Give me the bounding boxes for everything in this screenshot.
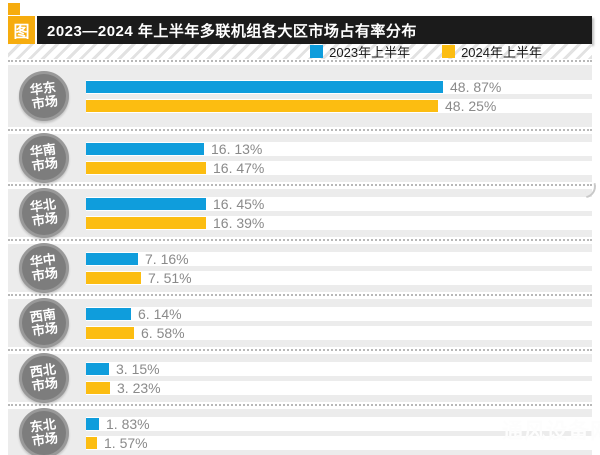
bar-2024 (86, 161, 206, 174)
bar-track: 6. 14% (86, 305, 592, 322)
region-row: 西南 市场 6. 14% 6. 58% (8, 298, 592, 348)
bar-2024 (86, 271, 141, 284)
bar-2023 (86, 142, 204, 155)
dotted-separator (8, 60, 592, 63)
bar-value-label: 16. 13% (211, 140, 263, 157)
bar-2024 (86, 436, 97, 449)
dotted-separator (8, 294, 592, 297)
legend-item-2024: 2024年上半年 (442, 42, 542, 61)
legend-item-2023: 2023年上半年 (310, 42, 410, 61)
dotted-separator (8, 404, 592, 407)
bar-track: 16. 39% (86, 214, 592, 231)
legend-label-2024: 2024年上半年 (461, 45, 542, 60)
bar-value-label: 1. 83% (106, 415, 150, 432)
bar-track: 1. 57% (86, 434, 592, 451)
bar-value-label: 16. 45% (213, 195, 265, 212)
dotted-separator (8, 349, 592, 352)
bar-value-label: 48. 87% (450, 78, 502, 95)
region-row: 华北 市场 16. 45% 16. 39% (8, 188, 592, 238)
region-name: 西北 市场 (28, 361, 59, 394)
dotted-separator (8, 129, 592, 132)
bar-2023 (86, 252, 138, 265)
bar-2024 (86, 216, 206, 229)
bar-value-label: 3. 23% (117, 379, 161, 396)
bars-group: 16. 13% 16. 47% (86, 140, 592, 176)
legend-swatch-2023 (310, 45, 324, 58)
region-row: 东北 市场 1. 83% 1. 57% (8, 408, 592, 455)
bar-track: 16. 45% (86, 195, 592, 212)
figure-badge: 图 (8, 16, 35, 44)
region-row: 华中 市场 7. 16% 7. 51% (8, 243, 592, 293)
region-name: 华北 市场 (28, 196, 59, 229)
legend-swatch-2024 (442, 45, 456, 58)
chart-title: 2023—2024 年上半年多联机组各大区市场占有率分布 (37, 16, 592, 44)
bar-track: 1. 83% (86, 415, 592, 432)
bar-2023 (86, 362, 109, 375)
bar-value-label: 1. 57% (104, 434, 148, 451)
bar-2023 (86, 80, 443, 93)
legend-band: 2023年上半年 2024年上半年 (8, 42, 592, 61)
bars-group: 3. 15% 3. 23% (86, 360, 592, 396)
bars-group: 48. 87% 48. 25% (86, 78, 592, 114)
bar-2023 (86, 307, 131, 320)
bar-value-label: 16. 47% (213, 159, 265, 176)
page-curl-decoration (583, 182, 599, 199)
bars-group: 6. 14% 6. 58% (86, 305, 592, 341)
bars-group: 1. 83% 1. 57% (86, 415, 592, 451)
region-name: 华中 市场 (28, 251, 59, 284)
bar-track: 16. 13% (86, 140, 592, 157)
bar-track: 3. 15% (86, 360, 592, 377)
region-badge: 东北 市场 (19, 408, 69, 455)
figure-header: 图 2023—2024 年上半年多联机组各大区市场占有率分布 (8, 16, 592, 44)
region-badge: 华南 市场 (19, 133, 69, 183)
region-badge: 西南 市场 (19, 298, 69, 348)
bar-value-label: 7. 51% (148, 269, 192, 286)
bar-2024 (86, 99, 438, 112)
bar-2023 (86, 197, 206, 210)
watermark: 通风设备网 (502, 420, 600, 443)
region-name: 西南 市场 (28, 306, 59, 339)
chart-area: 华东 市场 48. 87% 48. 25% 华南 市场 16. 13% 16. 47% 华北… (8, 58, 592, 455)
corner-accent-square (8, 3, 20, 15)
legend-label-2023: 2023年上半年 (329, 45, 411, 60)
bars-group: 16. 45% 16. 39% (86, 195, 592, 231)
region-badge: 西北 市场 (19, 353, 69, 403)
bar-track: 48. 25% (86, 97, 592, 114)
bar-value-label: 3. 15% (116, 360, 160, 377)
bar-value-label: 6. 14% (138, 305, 182, 322)
region-row: 华东 市场 48. 87% 48. 25% (8, 65, 592, 127)
bar-2024 (86, 381, 110, 394)
dotted-separator (8, 239, 592, 242)
region-badge: 华北 市场 (19, 188, 69, 238)
bar-2023 (86, 417, 99, 430)
bar-track: 16. 47% (86, 159, 592, 176)
bar-2024 (86, 326, 134, 339)
bar-value-label: 6. 58% (141, 324, 185, 341)
bar-track: 3. 23% (86, 379, 592, 396)
region-row: 西北 市场 3. 15% 3. 23% (8, 353, 592, 403)
region-name: 华东 市场 (28, 79, 59, 112)
region-row: 华南 市场 16. 13% 16. 47% (8, 133, 592, 183)
dotted-separator (8, 184, 592, 187)
bars-group: 7. 16% 7. 51% (86, 250, 592, 286)
region-name: 华南 市场 (28, 141, 59, 174)
bar-track: 6. 58% (86, 324, 592, 341)
region-badge: 华中 市场 (19, 243, 69, 293)
region-name: 东北 市场 (28, 416, 59, 449)
bar-track: 48. 87% (86, 78, 592, 95)
bar-track: 7. 16% (86, 250, 592, 267)
region-badge: 华东 市场 (19, 71, 69, 121)
bar-value-label: 7. 16% (145, 250, 189, 267)
bar-value-label: 16. 39% (213, 214, 265, 231)
bar-track: 7. 51% (86, 269, 592, 286)
bar-value-label: 48. 25% (445, 97, 497, 114)
